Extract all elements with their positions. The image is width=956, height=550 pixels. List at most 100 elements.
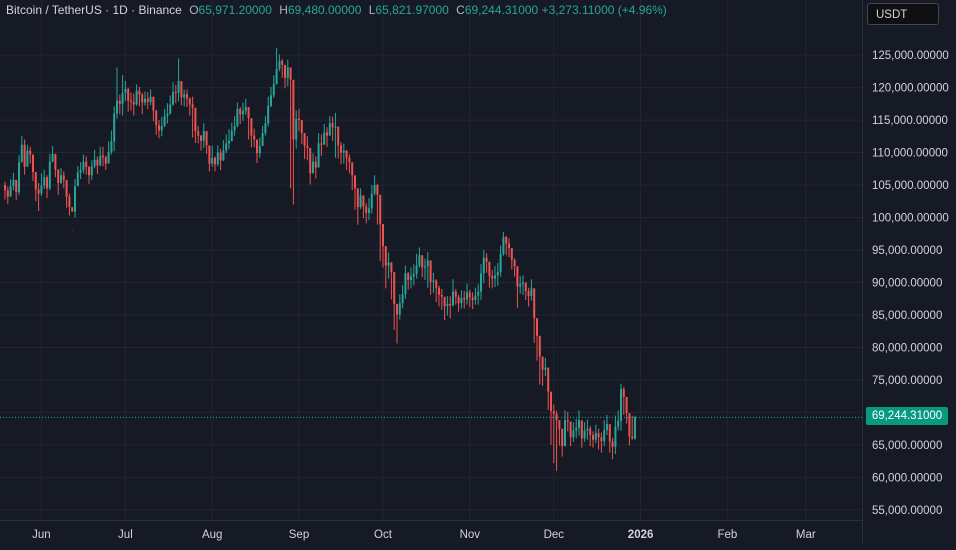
candle: [522, 275, 524, 295]
candle: [331, 116, 334, 141]
open-label: O: [189, 3, 199, 17]
close-label: C: [456, 3, 465, 17]
candle-body: [429, 260, 432, 282]
chart-area[interactable]: [0, 0, 862, 520]
candle-body: [494, 275, 496, 279]
candle-body: [536, 318, 538, 336]
candle: [314, 156, 317, 179]
candle: [62, 171, 65, 189]
candle: [628, 413, 631, 446]
candle: [312, 153, 314, 174]
candle: [113, 106, 116, 152]
candle-body: [230, 130, 233, 141]
candle: [561, 428, 564, 457]
candle-body: [580, 420, 583, 439]
candle: [118, 94, 121, 115]
candle-body: [79, 170, 82, 173]
price-scale[interactable]: 55,000.0000060,000.0000065,000.0000070,0…: [862, 0, 956, 544]
candle-body: [457, 296, 460, 304]
candle-body: [368, 208, 370, 213]
candle: [174, 84, 177, 104]
candle: [74, 179, 76, 218]
candle-body: [522, 282, 524, 284]
candle: [216, 145, 219, 167]
candle: [295, 110, 298, 149]
candle: [533, 288, 536, 343]
candle-body: [233, 125, 236, 131]
candle-body: [272, 84, 275, 96]
candle-body: [516, 266, 519, 287]
candle-body: [85, 161, 88, 167]
candle: [426, 251, 429, 288]
candle: [393, 272, 396, 330]
candle-body: [253, 135, 256, 140]
candle-body: [177, 81, 180, 93]
candle-body: [236, 109, 239, 126]
candle: [107, 141, 110, 164]
candle: [337, 126, 340, 159]
candle: [457, 294, 460, 312]
candle-body: [250, 118, 253, 136]
candle-body: [320, 143, 323, 145]
candle-body: [104, 157, 107, 164]
candle: [471, 292, 474, 310]
candle-body: [264, 123, 267, 134]
candle: [88, 166, 90, 184]
candle: [40, 173, 43, 197]
candle-body: [96, 159, 99, 166]
candle-body: [594, 433, 597, 440]
candle: [356, 188, 359, 225]
candle-body: [460, 298, 463, 304]
candle: [166, 103, 169, 124]
candle: [9, 179, 12, 197]
time-scale[interactable]: Jun Jul Aug Sep Oct Nov Dec 2026 Feb Mar: [0, 520, 862, 544]
candle: [390, 262, 393, 300]
candle-body: [337, 126, 340, 146]
candle-body: [373, 185, 376, 194]
candle-body: [622, 389, 625, 397]
candle: [211, 146, 214, 167]
candle-body: [415, 265, 418, 275]
candle: [572, 422, 575, 442]
open-value: 65,971.20000: [198, 3, 272, 17]
candle: [446, 296, 449, 316]
candle-body: [370, 193, 373, 209]
candle-body: [20, 144, 23, 163]
candle: [474, 287, 477, 305]
candle-body: [88, 166, 90, 176]
candle: [116, 67, 118, 119]
candle: [93, 149, 96, 169]
price-tick-label: 100,000.00000: [872, 213, 949, 225]
candle-body: [432, 280, 435, 282]
time-tick-label: Feb: [717, 529, 737, 541]
candle-body: [410, 276, 412, 280]
candle-body: [603, 429, 606, 442]
candle: [144, 91, 146, 106]
candle: [482, 250, 485, 284]
currency-button[interactable]: USDT: [867, 3, 939, 25]
candle-body: [289, 67, 292, 80]
candle: [191, 96, 194, 138]
candle-body: [452, 291, 454, 306]
candle-body: [216, 152, 219, 165]
candle-body: [57, 169, 60, 184]
grid-lines: [0, 0, 862, 520]
symbol-title[interactable]: Bitcoin / TetherUS · 1D · Binance: [6, 3, 182, 17]
candle-body: [468, 292, 471, 298]
candle: [160, 116, 163, 137]
candle-body: [188, 98, 191, 105]
time-tick-label: Dec: [544, 529, 565, 541]
candle: [34, 172, 37, 202]
candle-body: [592, 435, 594, 440]
candle-body: [172, 92, 174, 105]
candle-body: [446, 303, 449, 306]
candle: [124, 81, 127, 102]
candle-body: [589, 428, 592, 436]
candle: [494, 266, 496, 288]
candle-body: [37, 189, 40, 194]
candle-body: [82, 161, 85, 171]
candle-body: [362, 195, 365, 207]
candlestick-chart[interactable]: [0, 0, 862, 520]
candle-body: [270, 95, 272, 106]
candle: [477, 283, 480, 305]
